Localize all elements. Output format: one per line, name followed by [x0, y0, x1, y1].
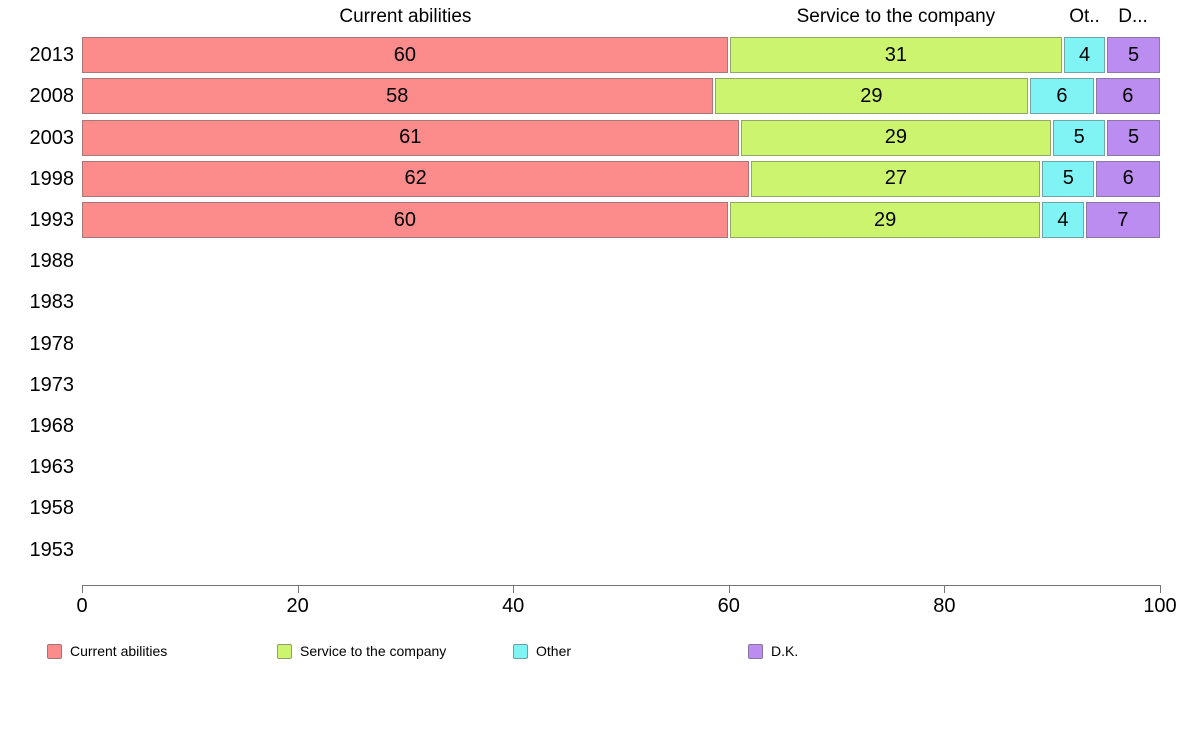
y-axis-label: 1978 — [29, 332, 75, 355]
bar-segment-other[interactable]: 4 — [1063, 37, 1106, 74]
bar-value-label: 5 — [1127, 43, 1140, 66]
legend-item-label: Other — [536, 643, 572, 659]
y-axis-label: 2013 — [29, 44, 75, 67]
bar-value-label: 62 — [404, 167, 427, 190]
bar-segment-service-to-the-company[interactable]: 27 — [751, 160, 1041, 197]
y-axis-label: 2008 — [29, 85, 75, 108]
y-axis-label: 1963 — [29, 456, 75, 479]
x-axis-tick-label: 40 — [502, 595, 525, 617]
bar-value-label: 31 — [884, 43, 907, 66]
bar-segment-service-to-the-company[interactable]: 29 — [740, 119, 1052, 156]
x-axis-tick — [728, 585, 730, 593]
x-axis-line — [82, 585, 1161, 586]
x-axis-tick — [82, 585, 83, 593]
bar-value-label: 58 — [386, 84, 409, 107]
bar-value-label: 27 — [884, 167, 907, 190]
y-axis-label: 1953 — [29, 538, 75, 561]
legend-item-label: Current abilities — [70, 643, 168, 659]
legend-item-current-abilities[interactable]: Current abilities — [47, 643, 167, 659]
bar-segment-service-to-the-company[interactable]: 29 — [714, 78, 1029, 115]
bar-segment-d-k[interactable]: 5 — [1107, 119, 1160, 156]
bar-segment-current-abilities[interactable]: 62 — [82, 160, 750, 197]
bar-segment-current-abilities[interactable]: 60 — [82, 202, 728, 238]
bar-segment-service-to-the-company[interactable]: 31 — [729, 37, 1062, 74]
bar-value-label: 6 — [1122, 167, 1134, 190]
legend-swatch-icon — [47, 643, 62, 659]
bar-segment-other[interactable]: 6 — [1030, 78, 1094, 115]
bar-value-label: 4 — [1057, 208, 1069, 231]
y-axis-label: 1998 — [29, 167, 75, 190]
bar-segment-d-k[interactable]: 6 — [1095, 78, 1160, 115]
bar-segment-d-k[interactable]: 5 — [1107, 37, 1160, 74]
bar-segment-d-k[interactable]: 6 — [1096, 160, 1160, 197]
bar-segment-current-abilities[interactable]: 61 — [82, 119, 739, 156]
bar-value-label: 5 — [1062, 167, 1074, 190]
bar-value-label: 5 — [1073, 126, 1085, 149]
bar-value-label: 7 — [1117, 208, 1129, 231]
y-axis-label: 1968 — [29, 415, 75, 437]
bar-value-label: 29 — [884, 126, 907, 149]
y-axis-label: 1973 — [29, 373, 75, 396]
x-axis-tick — [297, 585, 299, 593]
bar-value-label: 29 — [873, 208, 897, 231]
bar-segment-d-k[interactable]: 7 — [1085, 202, 1160, 238]
x-axis-tick — [944, 585, 946, 593]
x-axis-tick — [1160, 585, 1161, 593]
x-axis-tick-label: 80 — [933, 595, 956, 617]
y-axis-label: 1988 — [29, 250, 75, 273]
bar-segment-current-abilities[interactable]: 58 — [82, 78, 713, 115]
x-axis-tick-label: 20 — [286, 595, 309, 617]
bar-segment-other[interactable]: 5 — [1053, 119, 1106, 156]
bar-value-label: 4 — [1078, 43, 1091, 66]
legend-item-other[interactable]: Other — [513, 643, 571, 659]
column-header-current-abilities: Current abilities — [339, 6, 472, 27]
bar-value-label: 6 — [1122, 84, 1134, 107]
legend-item-service-to-the-company[interactable]: Service to the company — [277, 643, 446, 659]
bar-value-label: 5 — [1127, 126, 1140, 149]
legend-item-d-k[interactable]: D.K. — [748, 643, 798, 659]
legend-item-label: D.K. — [771, 643, 799, 659]
legend-swatch-icon — [277, 643, 292, 659]
bar-segment-other[interactable]: 4 — [1042, 202, 1084, 238]
bar-value-label: 29 — [860, 84, 883, 107]
x-axis-tick-label: 0 — [76, 595, 88, 617]
bar-value-label: 60 — [393, 43, 417, 66]
legend-swatch-icon — [748, 643, 763, 659]
bar-value-label: 61 — [399, 126, 422, 149]
bar-segment-current-abilities[interactable]: 60 — [82, 37, 728, 74]
x-axis-tick — [513, 585, 515, 593]
column-header-service-to-the-company: Service to the company — [796, 6, 996, 27]
bar-value-label: 6 — [1056, 84, 1068, 107]
column-header-d-k: D... — [1118, 6, 1148, 27]
x-axis-tick-label: 100 — [1143, 595, 1177, 617]
legend-item-label: Service to the company — [300, 643, 447, 659]
column-header-other: Ot.. — [1069, 6, 1100, 27]
bar-segment-other[interactable]: 5 — [1042, 160, 1095, 197]
bar-value-label: 60 — [393, 208, 417, 231]
y-axis-label: 1958 — [29, 497, 75, 520]
y-axis-label: 1993 — [29, 209, 75, 231]
y-axis-label: 2003 — [29, 126, 75, 149]
legend-swatch-icon — [513, 643, 528, 659]
x-axis-tick-label: 60 — [717, 595, 740, 617]
bar-segment-service-to-the-company[interactable]: 29 — [729, 202, 1041, 238]
y-axis-label: 1983 — [29, 291, 75, 314]
